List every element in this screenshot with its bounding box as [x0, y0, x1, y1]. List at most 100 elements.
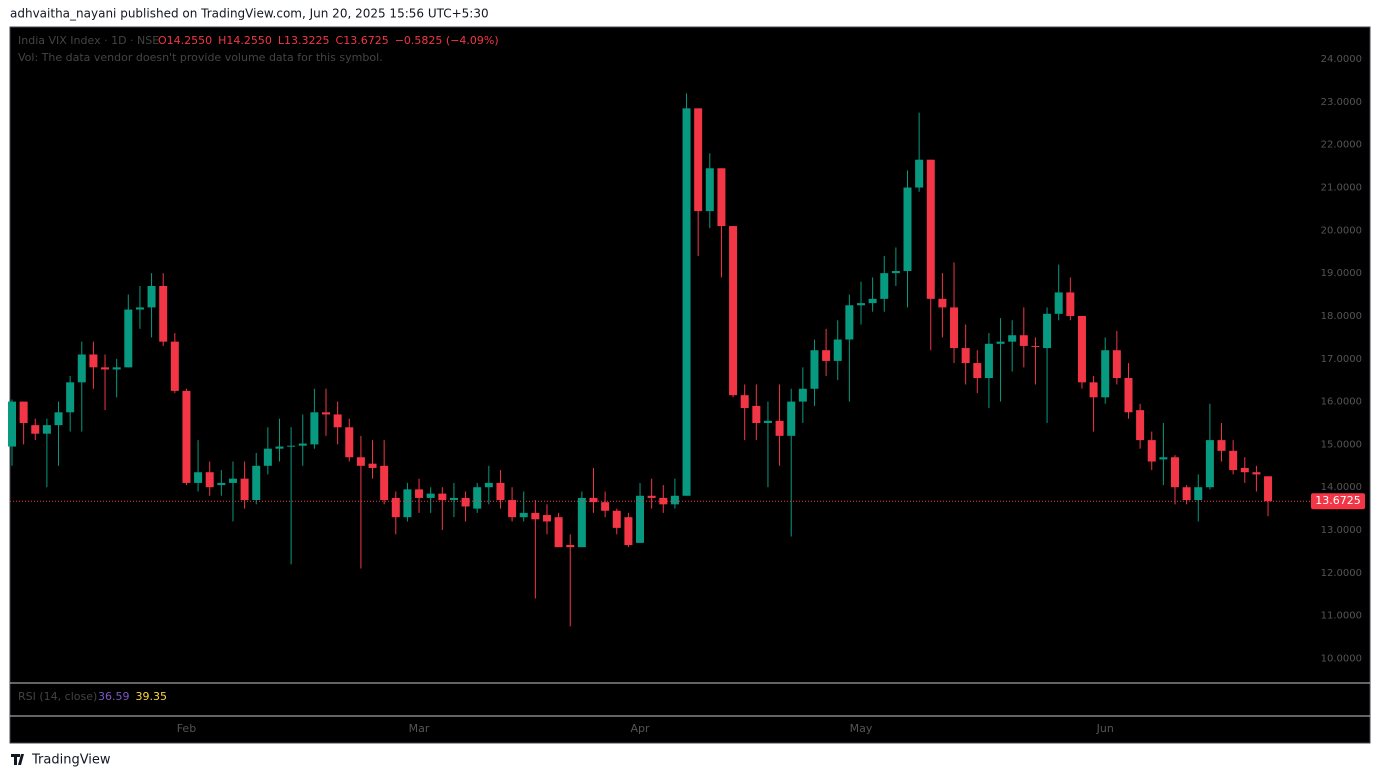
- candle-body: [1217, 440, 1226, 451]
- candle-body: [275, 446, 284, 449]
- ohlc-value: O14.2550: [158, 34, 212, 47]
- candle-body: [1194, 487, 1203, 501]
- rsi-value: 36.59: [98, 690, 130, 703]
- y-tick-label: 20.0000: [1321, 225, 1362, 236]
- candle-body: [624, 517, 633, 546]
- candle-body: [961, 348, 970, 364]
- candle-body: [1043, 313, 1052, 349]
- y-tick-label: 22.0000: [1321, 140, 1362, 151]
- ohlc-value: C13.6725: [336, 34, 389, 47]
- candle-body: [601, 502, 610, 511]
- candle-body: [1066, 292, 1075, 316]
- candle-body: [89, 354, 98, 368]
- candle-body: [775, 420, 784, 436]
- y-tick-label: 15.0000: [1321, 439, 1362, 450]
- candle-body: [135, 307, 144, 310]
- candle-body: [101, 367, 110, 370]
- candle-body: [124, 309, 133, 368]
- candle-body: [252, 465, 261, 501]
- candle-body: [194, 472, 203, 483]
- ohlc-value: −0.5825 (−4.09%): [395, 34, 499, 47]
- candle-body: [1240, 467, 1249, 473]
- candle-body: [1205, 440, 1214, 488]
- candle-body: [322, 412, 331, 415]
- candle-body: [1171, 457, 1179, 488]
- x-tick-label: May: [850, 722, 873, 735]
- candle-body: [298, 443, 307, 446]
- y-tick-label: 16.0000: [1321, 397, 1362, 408]
- y-tick-label: 11.0000: [1321, 611, 1362, 622]
- candle-body: [42, 425, 51, 434]
- candle-body: [66, 382, 75, 413]
- candle-body: [496, 482, 505, 501]
- candle-body: [240, 478, 249, 501]
- candle-body: [670, 495, 679, 505]
- candle-body: [1182, 487, 1191, 501]
- candle-body: [589, 497, 598, 503]
- x-tick-label: Apr: [631, 722, 651, 735]
- candle-body: [1101, 350, 1110, 398]
- candle-body: [984, 343, 993, 379]
- y-tick-label: 17.0000: [1321, 354, 1362, 365]
- volume-note: Vol: The data vendor doesn't provide vol…: [18, 51, 383, 64]
- candle-body: [519, 512, 528, 518]
- rsi-value: 39.35: [136, 690, 168, 703]
- candle-body: [705, 168, 714, 212]
- candle-body: [356, 457, 365, 466]
- candle-body: [287, 445, 296, 447]
- candle-body: [310, 412, 319, 445]
- candle-body: [531, 512, 540, 520]
- candle-body: [891, 271, 900, 274]
- candle-body: [368, 463, 377, 468]
- x-tick-label: Mar: [409, 722, 430, 735]
- candle-body: [845, 305, 854, 340]
- candle-body: [205, 472, 214, 488]
- candle-body: [740, 395, 749, 409]
- candle-body: [856, 303, 865, 306]
- y-tick-label: 23.0000: [1321, 97, 1362, 108]
- candle-body: [1089, 382, 1098, 398]
- candle-body: [647, 495, 656, 498]
- rsi-label: RSI (14, close): [18, 690, 97, 703]
- candle-body: [1229, 450, 1238, 471]
- candle-body: [8, 401, 16, 447]
- ohlc-value: L13.3225: [278, 34, 330, 47]
- candle-body: [1054, 292, 1063, 314]
- y-tick-label: 12.0000: [1321, 568, 1362, 579]
- last-price-label: 13.6725: [1315, 494, 1361, 507]
- candle-body: [542, 515, 551, 522]
- candle-body: [1264, 476, 1273, 502]
- y-tick-label: 13.0000: [1321, 525, 1362, 536]
- ohlc-value: H14.2550: [218, 34, 272, 47]
- brand: TradingView: [31, 753, 111, 768]
- candle-body: [461, 497, 470, 507]
- candle-body: [263, 448, 272, 466]
- candle-body: [868, 298, 877, 304]
- candle-body: [1252, 472, 1261, 475]
- candle-body: [810, 350, 819, 389]
- candle-body: [170, 341, 179, 391]
- candle-body: [1124, 378, 1133, 413]
- candle-body: [182, 390, 191, 483]
- candle-body: [1008, 335, 1017, 342]
- candle-body: [1019, 335, 1028, 346]
- y-tick-label: 19.0000: [1321, 268, 1362, 279]
- y-tick-label: 10.0000: [1321, 653, 1362, 664]
- publisher: adhvaitha_nayani published on TradingVie…: [10, 7, 489, 21]
- candle-body: [484, 482, 493, 488]
- candle-body: [415, 489, 424, 498]
- candle-body: [391, 497, 400, 518]
- symbol: India VIX Index · 1D · NSE: [18, 34, 159, 47]
- candle-body: [473, 487, 482, 509]
- candle-body: [822, 350, 831, 361]
- candle-body: [449, 497, 458, 501]
- y-tick-label: 24.0000: [1321, 54, 1362, 65]
- candle-body: [880, 273, 889, 299]
- y-tick-label: 14.0000: [1321, 482, 1362, 493]
- candle-body: [19, 401, 28, 423]
- candle-body: [31, 425, 40, 434]
- candle-body: [566, 545, 575, 548]
- candle-body: [228, 478, 237, 483]
- candle-body: [926, 159, 935, 299]
